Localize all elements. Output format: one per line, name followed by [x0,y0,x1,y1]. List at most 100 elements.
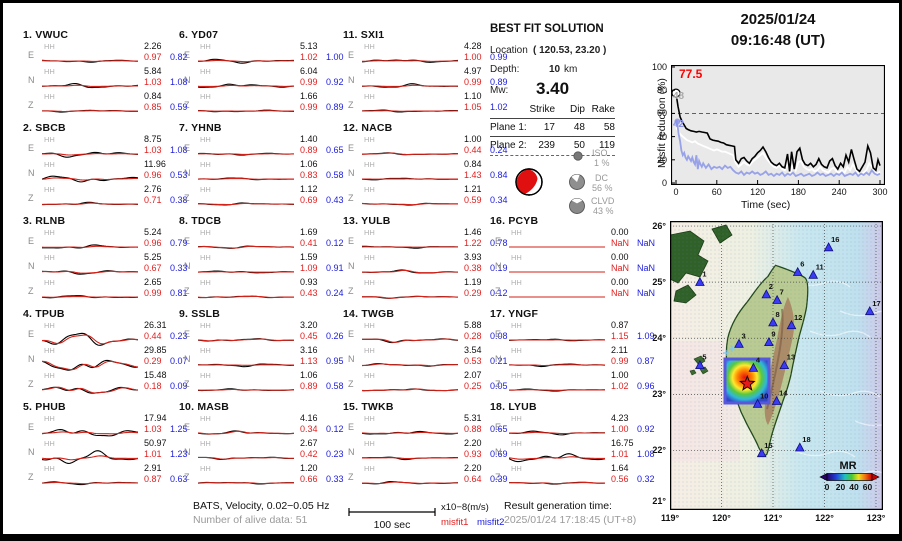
component-row: E HH 4.28 1.00 0.99 [343,41,508,68]
amplitude-value: 3.16 [300,345,318,355]
time-scalebar [348,508,436,516]
station-block-PHUB: 5. PHUB E HH 17.94 1.03 1.25 N HH 50.97 1.01 1.23 Z… [23,401,188,493]
misfit2-value: 0.23 [170,331,188,341]
misfit2-legend: misfit2 [477,517,505,528]
waveform-plot [42,270,138,275]
station-title: 13. YULB [343,215,391,227]
station-block-SBCB: 2. SBCB E HH 8.75 1.03 1.08 N HH 11.96 0.96 0.53 Z H… [23,122,188,214]
series-reference-blue [675,121,881,178]
component-label: N [348,447,355,457]
misfit1-value: 0.38 [464,263,482,273]
channel-label: HH [44,92,55,101]
table-rule-dashed [490,155,615,156]
amplitude-value: 0.00 [611,252,629,262]
misfit1-value: 0.99 [464,77,482,87]
component-row: E HH 8.75 1.03 1.08 [23,134,188,161]
channel-label: HH [200,414,211,423]
channel-label: HH [44,253,55,262]
component-label: N [28,168,35,178]
misfit1-value: 0.43 [300,288,318,298]
chart-ytick: 20 [656,154,667,165]
misfit2-value: 0.21 [490,356,508,366]
misfit1-value: 0.45 [300,331,318,341]
channel-label: HH [200,228,211,237]
misfit1-value: 0.99 [611,356,629,366]
waveform-plot [362,338,458,344]
channel-label: HH [200,160,211,169]
component-label: E [184,50,191,60]
waveform-plot [198,202,294,206]
component-label: Z [184,193,190,203]
amplitude-value: 6.04 [300,66,318,76]
iso-icon [573,151,583,161]
station-title: 8. TDCB [179,215,222,227]
misfit1-value: 1.03 [144,145,162,155]
synthetic-trace [362,388,458,392]
component-row: N HH 3.16 1.13 0.95 [179,345,344,372]
station-block-NACB: 12. NACB E HH 1.00 0.44 0.24 N HH 0.84 1.43 0.84 Z H… [343,122,508,214]
waveform-panel: 1. VWUC E HH 2.26 0.97 0.82 N HH 5.84 1.03 1.08 Z HH… [3,3,663,498]
synthetic-trace [362,152,458,156]
chart-xtick: 60 [711,187,722,197]
component-row: Z HH 1.10 1.05 1.02 [343,91,508,118]
channel-label: HH [200,253,211,262]
map-station-marker-8: 8 [768,310,780,327]
component-label: N [348,261,355,271]
component-row: N HH 0.84 1.43 0.84 [343,159,508,186]
map-xtick: 119° [660,513,680,523]
amplitude-value: 0.93 [300,277,318,287]
map-station-marker-7: 7 [772,288,784,304]
component-row: E HH 1.00 0.44 0.24 [343,134,508,161]
component-row: N HH 3.93 0.38 0.19 [343,252,508,279]
component-row: Z HH 1.20 0.66 0.33 [179,463,344,490]
component-label: E [184,143,191,153]
data-trace [198,83,294,88]
component-label: N [184,168,191,178]
station-block-LYUB: 18. LYUB E HH 4.23 1.00 0.92 N HH 16.75 1.01 1.08 Z… [490,401,655,493]
station-block-TWKB: 15. TWKB E HH 5.31 0.88 0.65 N HH 2.20 0.93 0.69 Z H… [343,401,508,493]
map-ytick: 22° [652,445,666,456]
map-xtick: 121° [763,513,783,523]
amplitude-value: 5.88 [464,320,482,330]
component-label: E [28,236,35,246]
mw-label: Mw: [490,85,509,96]
synthetic-trace [42,455,138,461]
misfit1-value: 1.02 [611,381,629,391]
synthetic-trace [362,269,458,274]
station-title: 7. YHNB [179,122,222,134]
waveform-plot [509,481,605,485]
solution-title: BEST FIT SOLUTION [490,23,604,35]
plane1-rake: 58 [603,122,615,133]
component-row: N HH 6.04 0.99 0.92 [179,66,344,93]
waveform-plot [42,450,138,464]
amplitude-value: 2.76 [144,184,162,194]
synthetic-trace [198,338,294,342]
channel-label: HH [44,42,55,51]
misfit1-value: 0.69 [300,195,318,205]
amplitude-value: 5.25 [144,252,162,262]
amplitude-value: 4.23 [611,413,629,423]
amplitude-value: 15.48 [144,370,167,380]
synthetic-trace [509,364,605,367]
component-label: Z [495,472,501,482]
channel-label: HH [200,278,211,287]
channel-label: HH [200,42,211,51]
location-label: Location [490,45,528,56]
epicenter-star [739,374,756,391]
clvd-pct: 43 % [593,206,614,216]
component-label: E [28,143,35,153]
waveform-plot [42,244,138,249]
iso-pct: 1 % [594,158,610,168]
synthetic-trace [198,110,294,112]
svg-text:12: 12 [794,313,802,322]
waveform-plot [198,388,294,392]
component-row: Z HH 1.06 0.89 0.58 [179,370,344,397]
amplitude-value: 1.66 [300,91,318,101]
amplitude-value: 2.26 [144,41,162,51]
map-ytick: 23° [652,389,666,400]
misfit2-value: NaN [637,288,656,298]
misfit1-value: 0.87 [144,474,162,484]
amplitude-value: 1.06 [300,159,318,169]
channel-label: HH [44,160,55,169]
